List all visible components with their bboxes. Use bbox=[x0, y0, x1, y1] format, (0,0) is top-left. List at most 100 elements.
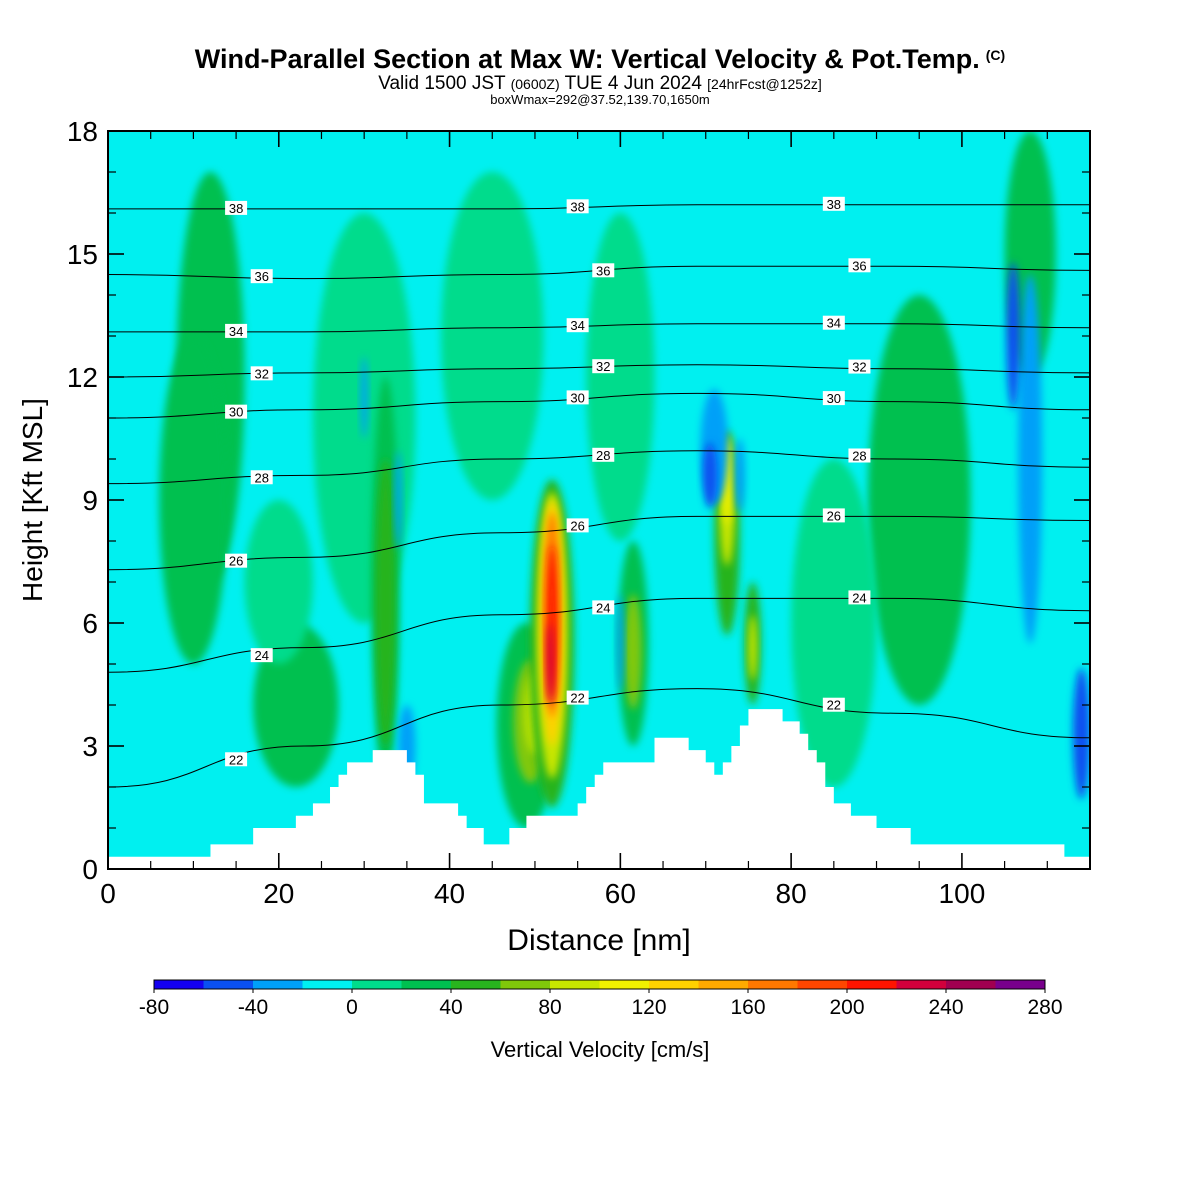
theta-contour-label: 38 bbox=[229, 201, 243, 216]
subtitle-zulu: (0600Z) bbox=[510, 76, 560, 92]
theta-label-box bbox=[225, 200, 248, 215]
chart-title: Wind-Parallel Section at Max W: Vertical… bbox=[0, 44, 1200, 75]
theta-label-box bbox=[566, 690, 589, 705]
colorbar-swatch bbox=[649, 980, 699, 989]
colorbar-swatch bbox=[451, 980, 501, 989]
theta-label-box bbox=[848, 258, 871, 273]
theta-label-box bbox=[225, 752, 248, 767]
theta-label-box bbox=[566, 318, 589, 333]
colorbar-swatch bbox=[896, 980, 947, 989]
theta-label-box bbox=[822, 391, 845, 406]
x-tick-label: 40 bbox=[434, 878, 465, 909]
theta-contour-line bbox=[108, 688, 1090, 788]
colorbar-tick-label: 120 bbox=[631, 996, 666, 1019]
subtitle-date: TUE 4 Jun 2024 bbox=[564, 73, 702, 94]
colorbar-swatch bbox=[253, 980, 303, 989]
theta-contour-label: 34 bbox=[570, 318, 584, 333]
theta-contours: 22 22 22 24 24 24 26 26 26 28 28 28 30 30 30 32 32 32 34 34… bbox=[108, 196, 1090, 788]
theta-contour-label: 38 bbox=[570, 199, 584, 214]
theta-contour-label: 26 bbox=[229, 554, 243, 569]
colorbar-swatch bbox=[203, 980, 254, 989]
subtitle-forecast: [24hrFcst@1252z] bbox=[707, 76, 822, 92]
theta-label-box bbox=[822, 697, 845, 712]
y-tick-label: 15 bbox=[67, 239, 98, 270]
y-tick-label: 18 bbox=[67, 116, 98, 147]
theta-contour-label: 28 bbox=[596, 448, 610, 463]
theta-contour-label: 24 bbox=[254, 648, 268, 663]
chart-title-tag: (C) bbox=[985, 47, 1006, 63]
theta-contour-line bbox=[108, 392, 1090, 419]
colorbar-tick-label: 40 bbox=[439, 996, 462, 1019]
theta-contour-label: 38 bbox=[827, 197, 841, 212]
y-tick-label: 3 bbox=[82, 731, 98, 762]
x-tick-label: 80 bbox=[776, 878, 807, 909]
theta-contour-label: 28 bbox=[254, 470, 268, 485]
colorbar-swatch bbox=[154, 980, 204, 989]
chart-subtitle-box: boxWmax=292@37.52,139.70,1650m bbox=[490, 92, 710, 107]
colorbar-tick-label: 160 bbox=[730, 996, 765, 1019]
x-tick-label: 0 bbox=[100, 878, 116, 909]
theta-label-box bbox=[225, 323, 248, 338]
colorbar-tick-label: -40 bbox=[238, 996, 268, 1019]
colorbar: -80 -40 0 40 80 120 160 200 240 280 bbox=[139, 979, 1063, 1019]
theta-contour-label: 30 bbox=[570, 390, 584, 405]
colorbar-tick-label: 240 bbox=[928, 996, 963, 1019]
colorbar-tick-label: 280 bbox=[1027, 996, 1062, 1019]
theta-contour-label: 22 bbox=[570, 691, 584, 706]
theta-label-box bbox=[848, 359, 871, 374]
theta-contour-label: 26 bbox=[827, 508, 841, 523]
colorbar-swatch bbox=[500, 980, 551, 989]
x-tick-label: 60 bbox=[605, 878, 636, 909]
chart-subtitle: Valid 1500 JST (0600Z) TUE 4 Jun 2024 [2… bbox=[0, 73, 1200, 95]
colorbar-tick-label: 0 bbox=[346, 996, 358, 1019]
colorbar-tick-label: 200 bbox=[829, 996, 864, 1019]
x-axis-label: Distance [nm] bbox=[507, 924, 690, 957]
theta-label-box bbox=[848, 590, 871, 605]
y-tick-label: 12 bbox=[67, 362, 98, 393]
y-axis-label: Height [Kft MSL] bbox=[17, 398, 48, 602]
y-tick-label: 9 bbox=[82, 485, 98, 516]
theta-contour-line bbox=[108, 323, 1090, 333]
theta-contour-line bbox=[108, 515, 1090, 571]
theta-label-box bbox=[566, 390, 589, 405]
theta-label-box bbox=[225, 553, 248, 568]
theta-label-box bbox=[250, 269, 273, 284]
theta-contour-label: 32 bbox=[596, 359, 610, 374]
theta-contour-label: 34 bbox=[229, 324, 243, 339]
theta-contour-label: 26 bbox=[570, 518, 584, 533]
theta-contour-label: 22 bbox=[827, 698, 841, 713]
y-tick-label: 0 bbox=[82, 854, 98, 885]
theta-label-box bbox=[250, 366, 273, 381]
colorbar-swatch bbox=[599, 980, 650, 989]
theta-label-box bbox=[592, 600, 615, 615]
theta-contour-label: 24 bbox=[596, 600, 610, 615]
theta-label-box bbox=[848, 448, 871, 463]
colorbar-swatch bbox=[302, 980, 353, 989]
colorbar-swatch bbox=[748, 980, 798, 989]
theta-contour-label: 34 bbox=[827, 316, 841, 331]
colorbar-tick-label: 80 bbox=[538, 996, 561, 1019]
theta-contour-label: 28 bbox=[852, 449, 866, 464]
colorbar-swatch bbox=[352, 980, 402, 989]
colorbar-swatch bbox=[550, 980, 600, 989]
theta-label-box bbox=[822, 508, 845, 523]
colorbar-swatch bbox=[995, 980, 1046, 989]
theta-label-box bbox=[566, 518, 589, 533]
colorbar-swatch bbox=[401, 980, 452, 989]
theta-contour-label: 36 bbox=[596, 263, 610, 278]
theta-contour-label: 30 bbox=[827, 391, 841, 406]
y-tick-label: 6 bbox=[82, 608, 98, 639]
theta-contour-label: 30 bbox=[229, 405, 243, 420]
theta-contour-label: 36 bbox=[254, 269, 268, 284]
theta-contour-label: 22 bbox=[229, 752, 243, 767]
theta-label-box bbox=[225, 404, 248, 419]
theta-label-box bbox=[822, 315, 845, 330]
plot-area: 22 22 22 24 24 24 26 26 26 28 28 28 30 30 30 32 32 32 34 34… bbox=[108, 131, 1090, 869]
terrain-mask bbox=[108, 709, 1090, 869]
theta-contour-label: 32 bbox=[852, 360, 866, 375]
theta-label-box bbox=[592, 359, 615, 374]
theta-contour-label: 36 bbox=[852, 258, 866, 273]
colorbar-tick-label: -80 bbox=[139, 996, 169, 1019]
